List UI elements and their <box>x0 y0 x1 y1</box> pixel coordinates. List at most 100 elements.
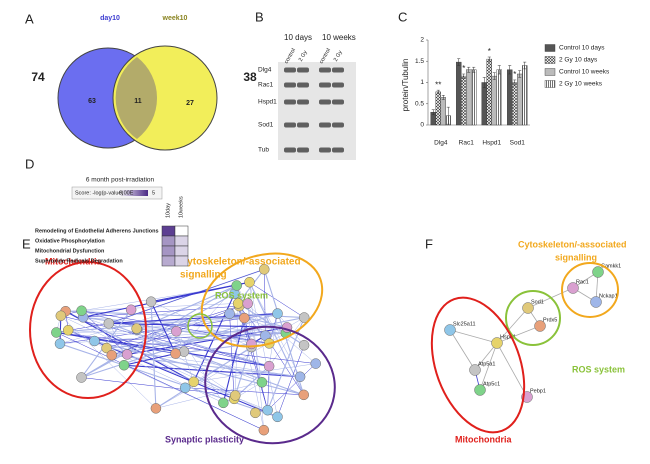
band <box>319 82 331 88</box>
edge <box>60 315 278 418</box>
y-tick-label: 0 <box>420 122 424 129</box>
node <box>103 318 115 329</box>
protein-label: Rac1 <box>258 82 274 89</box>
node <box>272 308 283 319</box>
node-label: Hspd1 <box>500 334 516 340</box>
panel-letter: F <box>425 236 433 251</box>
group-label: signalling <box>180 270 227 281</box>
node <box>250 407 261 419</box>
error-bar <box>441 95 445 100</box>
set-name: week10 <box>162 15 188 22</box>
significance: * <box>462 64 465 73</box>
node-label: Pebp1 <box>530 388 546 394</box>
edge <box>123 353 176 366</box>
node <box>230 390 241 401</box>
node <box>55 310 67 322</box>
edge <box>150 301 157 409</box>
node <box>272 411 283 423</box>
count: 74 <box>31 70 45 84</box>
blot <box>278 62 356 160</box>
panel-letter: C <box>398 9 407 24</box>
edge <box>496 342 528 398</box>
network-e: Mitochondria Cytoskeleton/-associated sign… <box>29 252 336 444</box>
edge <box>496 307 529 344</box>
group-label: Cytoskeleton/-associated <box>518 239 627 249</box>
edge <box>83 281 250 318</box>
edge <box>81 377 236 396</box>
legend-swatch <box>544 68 556 76</box>
edge <box>267 363 316 411</box>
error-bar <box>518 70 522 78</box>
legend-label: Control 10 weeks <box>559 69 610 76</box>
group-label: ROS system <box>215 290 268 300</box>
edge <box>234 343 253 396</box>
node <box>101 342 112 354</box>
error-bar <box>492 72 496 80</box>
node <box>145 296 157 307</box>
count: 27 <box>186 100 194 107</box>
band <box>297 67 309 73</box>
band <box>332 122 344 128</box>
bar <box>486 58 492 126</box>
column-label: 10weeks <box>178 196 184 218</box>
row-label: Mitochondrial Dysfunction <box>35 248 105 254</box>
bar <box>491 75 497 126</box>
edge <box>176 331 224 403</box>
group-outline <box>505 290 561 346</box>
node <box>242 298 253 309</box>
edge <box>150 301 252 348</box>
x-tick-label: Hspd1 <box>482 140 501 147</box>
node-label: Camkk1 <box>601 263 621 269</box>
band <box>332 99 344 105</box>
band <box>319 67 331 73</box>
edge <box>81 293 235 378</box>
band <box>284 99 296 105</box>
legend-label: Control 10 days <box>559 45 605 52</box>
node <box>258 264 270 275</box>
y-tick-label: 0.5 <box>415 100 424 107</box>
edge <box>108 269 265 324</box>
protein-label: Dlg4 <box>258 67 272 74</box>
edge <box>249 282 278 417</box>
edge <box>235 303 239 396</box>
edge <box>449 329 498 344</box>
bar <box>466 69 472 126</box>
node <box>298 312 310 323</box>
band <box>284 122 296 128</box>
bar <box>522 65 528 126</box>
legend-swatch <box>544 56 556 64</box>
bar <box>461 75 467 126</box>
heat-cell <box>174 225 189 237</box>
lane-label: 2 Gy <box>298 49 309 62</box>
edge <box>183 351 263 383</box>
error-bar <box>436 89 440 94</box>
band <box>297 99 309 105</box>
edge <box>155 382 263 409</box>
node <box>469 364 481 376</box>
edge <box>474 342 498 371</box>
node <box>106 349 118 361</box>
count: 38 <box>243 70 257 84</box>
significance: * <box>513 70 516 79</box>
edge <box>65 310 236 396</box>
panel-letter: A <box>25 11 34 26</box>
heat-cell <box>174 235 189 247</box>
edge <box>83 317 286 334</box>
heat-cell <box>174 245 189 257</box>
band <box>332 67 344 73</box>
edge <box>59 293 235 344</box>
x-tick-label: Rac1 <box>459 140 475 147</box>
scale-max: 5 <box>152 190 155 196</box>
group-label: 10 weeks <box>322 33 356 42</box>
band <box>319 122 331 128</box>
error-bar <box>457 58 461 66</box>
edge <box>83 317 185 352</box>
node <box>474 384 486 396</box>
band <box>332 82 344 88</box>
edge <box>277 345 305 417</box>
node-label: Prdx5 <box>543 317 557 323</box>
group-outline <box>29 261 147 399</box>
edge <box>56 332 176 354</box>
heatmap-title: 6 month post-irradiation <box>86 177 155 184</box>
node <box>54 338 66 349</box>
